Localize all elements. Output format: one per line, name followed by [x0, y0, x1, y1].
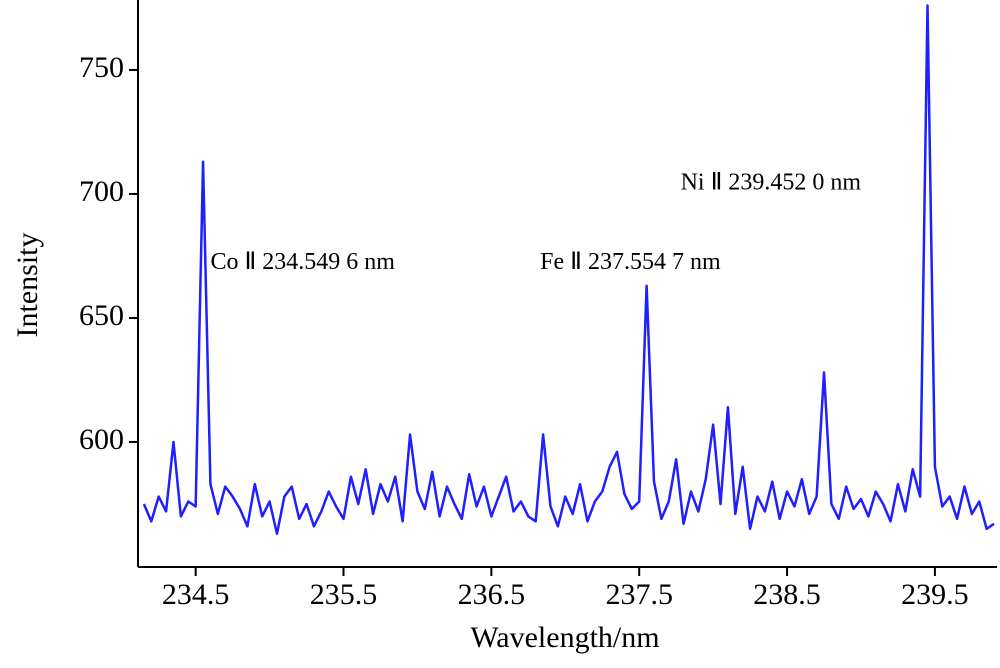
- y-tick-label: 650: [79, 299, 124, 332]
- x-tick-label: 237.5: [605, 578, 673, 611]
- x-tick-label: 236.5: [458, 578, 526, 611]
- annotation: Ni Ⅱ 239.452 0 nm: [681, 170, 862, 196]
- x-tick-label: 235.5: [310, 578, 378, 611]
- y-tick-label: 750: [79, 51, 124, 84]
- x-tick-label: 234.5: [162, 578, 230, 611]
- y-axis-title: Intensity: [11, 233, 44, 338]
- annotation: Fe Ⅱ 237.554 7 nm: [540, 249, 721, 275]
- x-tick-label: 239.5: [901, 578, 969, 611]
- y-tick-label: 700: [79, 175, 124, 208]
- x-axis-title: Wavelength/nm: [470, 621, 659, 654]
- spectrum-line: [142, 4, 995, 536]
- x-tick-label: 238.5: [753, 578, 821, 611]
- y-tick-label: 600: [79, 423, 124, 456]
- annotation: Co Ⅱ 234.549 6 nm: [210, 249, 395, 275]
